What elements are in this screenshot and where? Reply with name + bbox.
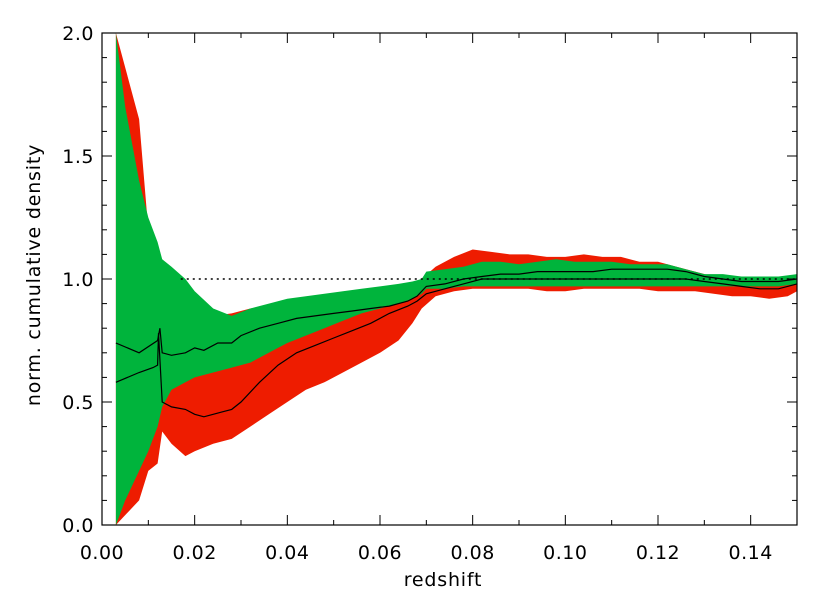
x-tick-label: 0.14 (729, 542, 773, 564)
series-line-0 (115, 268, 798, 356)
confidence-band-1 (115, 33, 797, 525)
x-tick-label: 0.08 (451, 542, 495, 564)
y-tick-label: 0.5 (62, 392, 94, 414)
x-tick-label: 0.04 (265, 542, 309, 564)
x-tick-labels: 0.00 0.02 0.04 0.06 0.08 0.10 0.12 0.14 (80, 542, 773, 564)
x-tick-label: 0.12 (636, 542, 680, 564)
y-tick-label: 2.0 (62, 23, 94, 45)
y-tick-label: 1.5 (62, 146, 94, 168)
tick-marks (101, 32, 798, 526)
x-tick-label: 0.10 (543, 542, 587, 564)
x-axis-title: redshift (404, 569, 483, 591)
y-axis-title: norm. cumulative density (23, 144, 45, 406)
x-tick-label: 0.02 (173, 542, 217, 564)
y-tick-label: 0.0 (62, 515, 94, 537)
x-tick-label: 0.06 (358, 542, 402, 564)
y-tick-label: 1.0 (62, 269, 94, 291)
band-layer (115, 33, 797, 525)
x-tick-label: 0.00 (80, 542, 124, 564)
y-tick-labels: 0.0 0.5 1.0 1.5 2.0 (62, 23, 94, 537)
